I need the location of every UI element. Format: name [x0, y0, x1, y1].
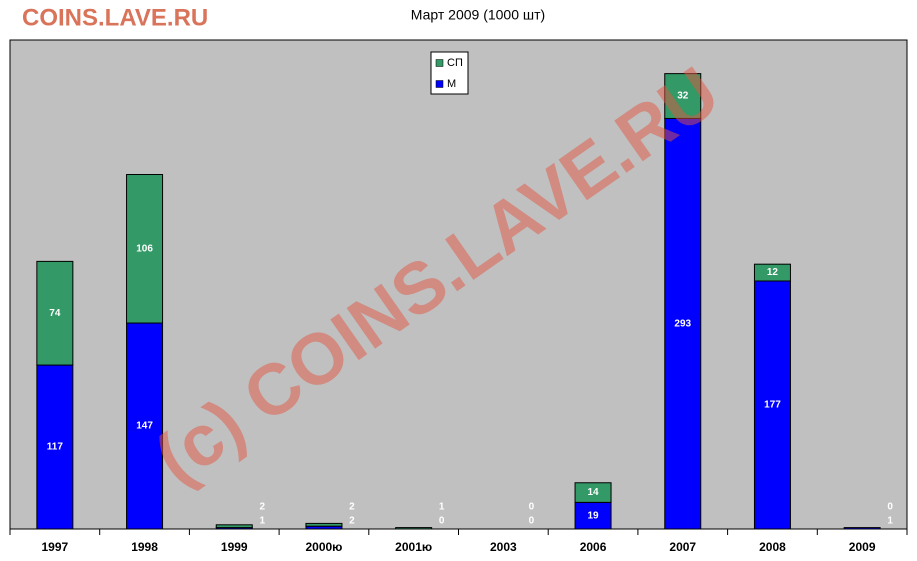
value-label: 2 [349, 502, 355, 513]
legend-label: М [447, 78, 456, 90]
value-label: 106 [136, 243, 153, 254]
value-label: 147 [136, 421, 153, 432]
x-tick-label: 2003 [490, 540, 517, 554]
value-label: 1 [439, 502, 445, 513]
brand: COINS.LAVE.RU [22, 4, 208, 31]
x-tick-label: 2000ю [305, 540, 342, 554]
x-tick-label: 1997 [41, 540, 68, 554]
bar-segment [843, 527, 881, 530]
x-tick-label: 2001ю [395, 540, 432, 554]
value-label: 177 [764, 400, 781, 411]
value-label: 293 [674, 318, 691, 329]
bar-segment [305, 522, 343, 527]
x-tick-label: 2009 [849, 540, 876, 554]
value-label: 14 [587, 487, 599, 498]
legend-swatch [435, 80, 444, 88]
legend-swatch [435, 59, 444, 67]
bar-segment [574, 482, 612, 503]
bar-segment [36, 260, 74, 366]
legend: СП М [430, 51, 469, 95]
value-label: 1 [887, 516, 893, 527]
bar-segment [664, 117, 702, 530]
x-tick-label: 1999 [221, 540, 248, 554]
x-tick-label: 2006 [580, 540, 607, 554]
value-label: 0 [887, 502, 893, 513]
bar-segment [574, 501, 612, 530]
bar-segment [395, 527, 433, 530]
value-label: 117 [47, 442, 64, 453]
value-label: 2 [259, 502, 265, 513]
bar-segment [215, 524, 253, 529]
value-label: 19 [587, 510, 599, 521]
bar-segment [664, 73, 702, 119]
bar-segment [753, 280, 791, 530]
bar-segment [753, 263, 791, 282]
value-label: 1 [259, 516, 265, 527]
value-label: 0 [529, 516, 535, 527]
value-label: 12 [767, 267, 779, 278]
x-tick-label: 2008 [759, 540, 786, 554]
value-label: 74 [49, 308, 61, 319]
value-label: 0 [439, 516, 445, 527]
bar-segment [126, 174, 164, 324]
x-tick-label: 2007 [669, 540, 696, 554]
x-tick-label: 1998 [131, 540, 158, 554]
legend-label: СП [447, 57, 463, 69]
value-label: 2 [349, 516, 355, 527]
value-label: 32 [677, 91, 689, 102]
chart-title: Март 2009 (1000 шт) [411, 7, 545, 23]
value-label: 0 [529, 502, 535, 513]
